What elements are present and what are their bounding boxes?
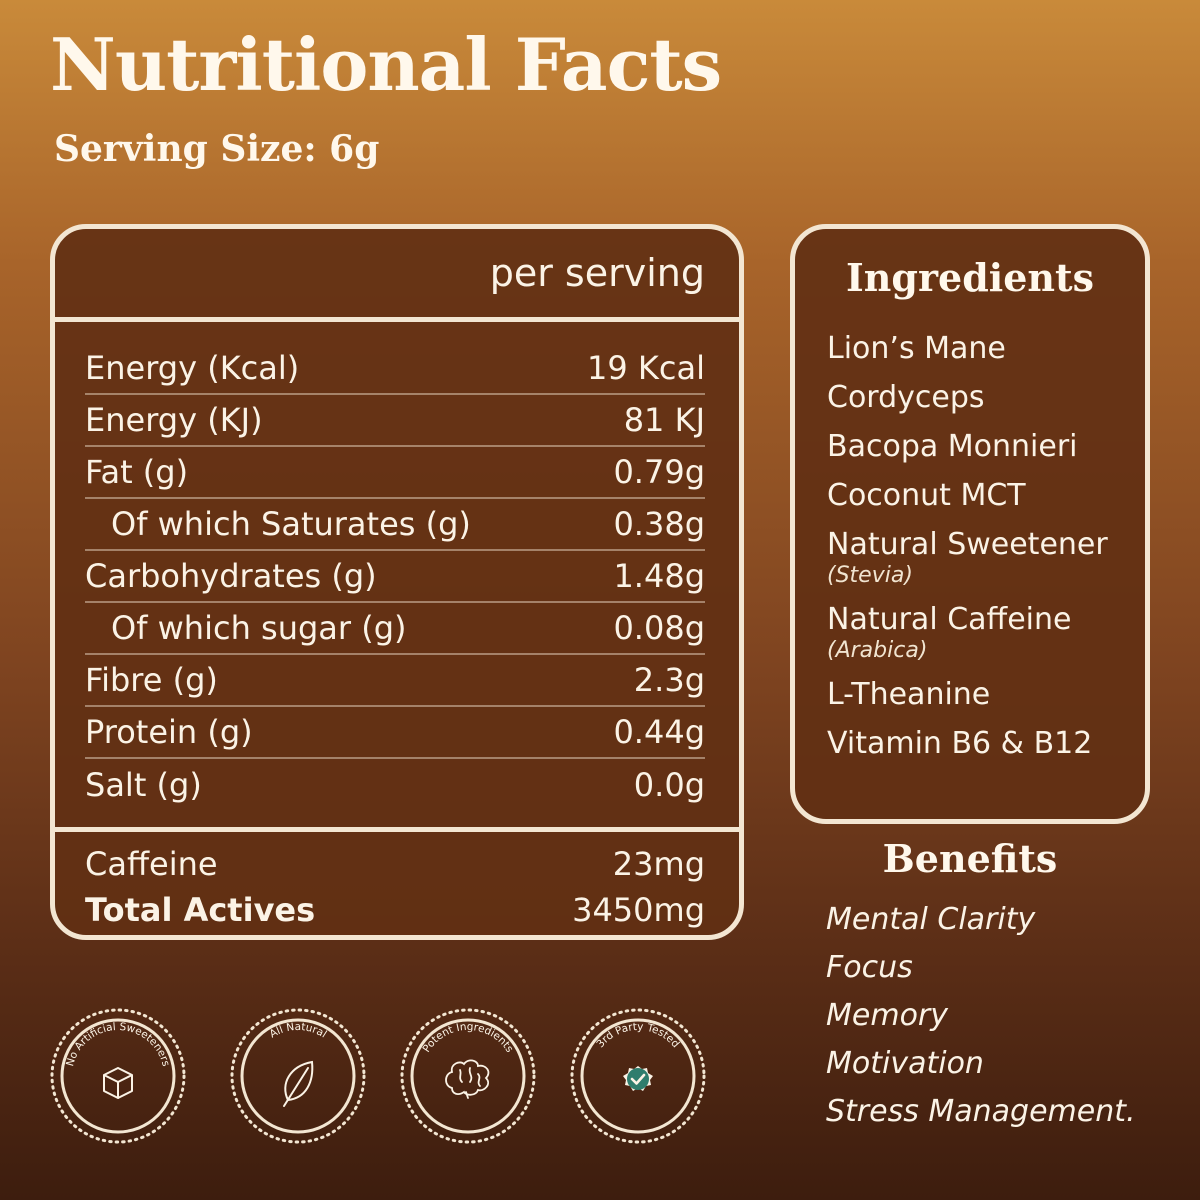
ingredients-panel: Ingredients Lion’s Mane Cordyceps Bacopa M… xyxy=(790,224,1150,824)
nutrient-label: Protein (g) xyxy=(85,713,253,751)
nutrient-value: 19 Kcal xyxy=(587,349,705,387)
ingredient-name: Bacopa Monnieri xyxy=(827,429,1078,464)
benefit-list: Mental Clarity Focus Memory Motivation Stres… xyxy=(826,896,1136,1136)
ingredient-name: Natural Sweetener xyxy=(827,527,1108,562)
per-serving-header: per serving xyxy=(489,251,705,295)
nutrient-value: 81 KJ xyxy=(623,401,705,439)
ingredient-name: L-Theanine xyxy=(827,677,991,712)
badge-label: No Artificial Sweeteners xyxy=(64,1021,172,1068)
nutrient-value: 0.38g xyxy=(613,505,705,543)
badge-no-artificial-sweeteners: No Artificial Sweeteners xyxy=(50,1008,186,1144)
svg-text:No Artificial Sweeteners: No Artificial Sweeteners xyxy=(64,1021,172,1068)
nutrient-label: Of which sugar (g) xyxy=(111,609,407,647)
nutrient-label: Energy (Kcal) xyxy=(85,349,300,387)
ingredient-item: Natural Caffeine (Arabica) xyxy=(827,602,1135,664)
divider xyxy=(55,317,739,322)
ingredient-name: Vitamin B6 & B12 xyxy=(827,726,1093,761)
page-title: Nutritional Facts xyxy=(50,22,722,107)
nutrient-row: Energy (KJ) 81 KJ xyxy=(85,395,705,447)
ingredient-list: Lion’s Mane Cordyceps Bacopa Monnieri Cocon… xyxy=(827,331,1135,775)
nutrient-label: Fat (g) xyxy=(85,453,189,491)
nutrient-row: Salt (g) 0.0g xyxy=(85,759,705,811)
ingredient-name: Cordyceps xyxy=(827,380,985,415)
nutrient-value: 1.48g xyxy=(613,557,705,595)
actives-label: Total Actives xyxy=(85,891,316,929)
benefit-item: Motivation xyxy=(826,1046,984,1081)
benefit-item: Memory xyxy=(826,998,949,1033)
serving-size: Serving Size: 6g xyxy=(54,128,380,170)
sugar-cube-icon xyxy=(103,1067,133,1099)
nutrition-panel: per serving Energy (Kcal) 19 Kcal Energy (… xyxy=(50,224,744,940)
ingredient-item: Lion’s Mane xyxy=(827,331,1135,367)
ingredient-item: Natural Sweetener (Stevia) xyxy=(827,527,1135,589)
badge-label: 3rd Party Tested xyxy=(594,1021,681,1050)
ingredient-item: Vitamin B6 & B12 xyxy=(827,726,1135,762)
nutrient-value: 0.08g xyxy=(613,609,705,647)
badge-all-natural: All Natural xyxy=(230,1008,366,1144)
benefit-item: Mental Clarity xyxy=(826,902,1036,937)
ingredient-name: Natural Caffeine xyxy=(827,602,1072,637)
ingredients-heading: Ingredients xyxy=(846,255,1094,300)
nutrient-value: 0.79g xyxy=(613,453,705,491)
nutrient-row: Fat (g) 0.79g xyxy=(85,447,705,499)
badge-potent-ingredients: Potent Ingredients xyxy=(400,1008,536,1144)
badge-label: Potent Ingredients xyxy=(421,1021,516,1055)
divider xyxy=(55,827,739,832)
benefit-item: Stress Management. xyxy=(826,1094,1136,1129)
actives-value: 23mg xyxy=(612,845,705,883)
actives-label: Caffeine xyxy=(85,845,218,883)
leaf-icon xyxy=(283,1060,314,1107)
benefit-item: Focus xyxy=(826,950,913,985)
actives-row: Caffeine 23mg xyxy=(85,841,705,887)
nutrient-row: Carbohydrates (g) 1.48g xyxy=(85,551,705,603)
badge-3rd-party-tested: 3rd Party Tested xyxy=(570,1008,706,1144)
nutrient-row: Of which sugar (g) 0.08g xyxy=(85,603,705,655)
nutrient-row: Energy (Kcal) 19 Kcal xyxy=(85,343,705,395)
nutrient-row: Fibre (g) 2.3g xyxy=(85,655,705,707)
svg-text:Potent Ingredients: Potent Ingredients xyxy=(421,1021,516,1055)
actives-row: Total Actives 3450mg xyxy=(85,887,705,933)
nutrient-label: Energy (KJ) xyxy=(85,401,263,439)
ingredient-item: Cordyceps xyxy=(827,380,1135,416)
nutrient-value: 2.3g xyxy=(633,661,705,699)
ingredient-item: Bacopa Monnieri xyxy=(827,429,1135,465)
benefits-heading: Benefits xyxy=(882,836,1058,881)
actives-table: Caffeine 23mg Total Actives 3450mg xyxy=(85,841,705,933)
ingredient-name: Coconut MCT xyxy=(827,478,1026,513)
nutrient-row: Protein (g) 0.44g xyxy=(85,707,705,759)
nutrient-table: Energy (Kcal) 19 Kcal Energy (KJ) 81 KJ Fat … xyxy=(85,343,705,811)
nutrient-value: 0.44g xyxy=(613,713,705,751)
ingredient-name: Lion’s Mane xyxy=(827,331,1006,366)
ingredient-note: (Stevia) xyxy=(827,563,913,588)
nutrient-label: Carbohydrates (g) xyxy=(85,557,377,595)
brain-icon xyxy=(445,1059,490,1099)
ingredient-item: L-Theanine xyxy=(827,677,1135,713)
svg-text:3rd Party Tested: 3rd Party Tested xyxy=(594,1021,681,1050)
nutrient-value: 0.0g xyxy=(633,766,705,804)
nutrient-row: Of which Saturates (g) 0.38g xyxy=(85,499,705,551)
actives-value: 3450mg xyxy=(572,891,705,929)
ingredient-note: (Arabica) xyxy=(827,638,928,663)
check-badge-icon xyxy=(623,1066,653,1091)
ingredient-item: Coconut MCT xyxy=(827,478,1135,514)
nutrient-label: Fibre (g) xyxy=(85,661,218,699)
nutrient-label: Of which Saturates (g) xyxy=(111,505,471,543)
nutrient-label: Salt (g) xyxy=(85,766,202,804)
